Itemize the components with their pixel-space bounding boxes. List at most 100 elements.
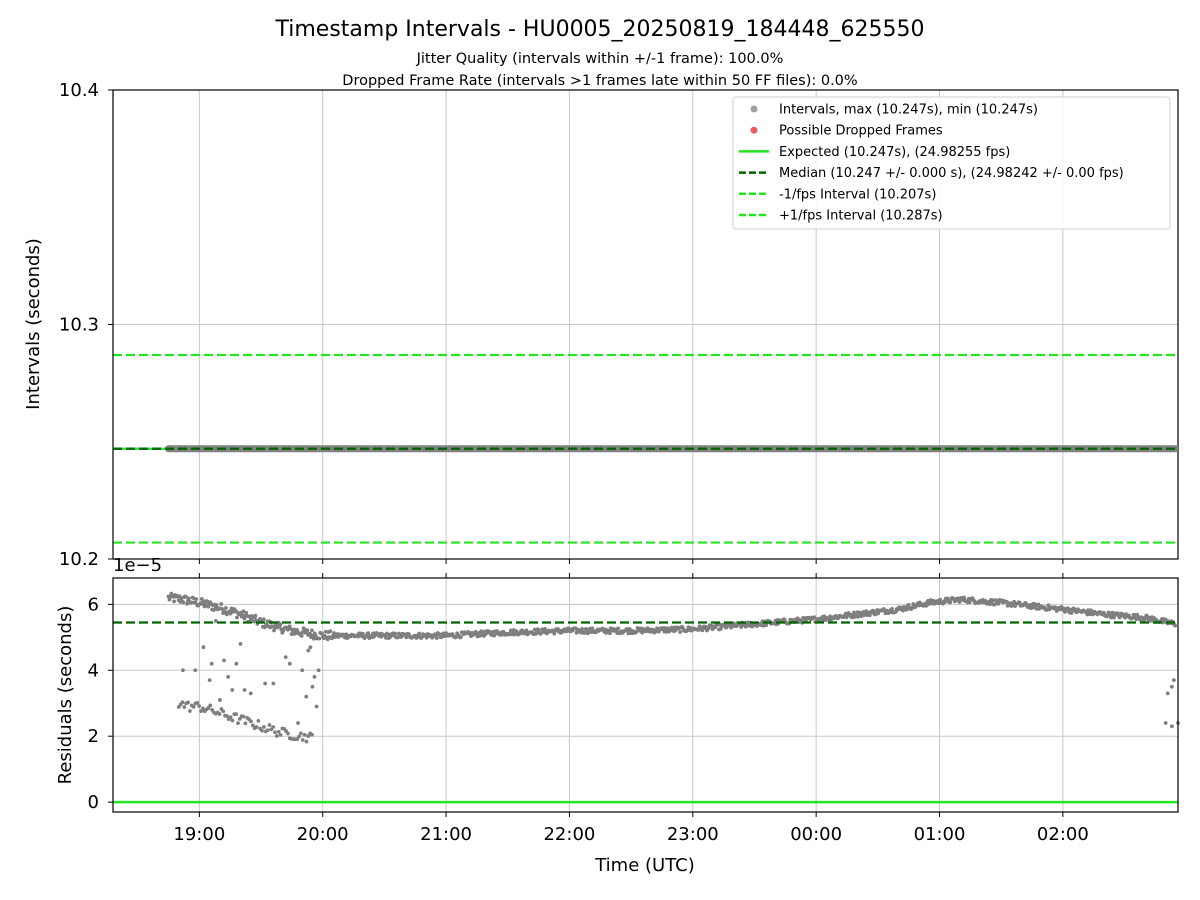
residual-outlier-32 [1171,678,1176,683]
residual-point-lower [310,732,314,737]
residual-point [1086,608,1091,613]
residual-point [205,599,210,604]
residual-point [512,632,517,637]
residual-outlier-22 [300,668,305,673]
residual-point [396,635,400,640]
residual-outlier-17 [275,625,280,630]
residual-point-lower [249,719,253,724]
residual-point [393,631,398,636]
residual-point [194,597,199,602]
residual-point-lower [295,737,300,742]
bottom-y-offset-label: 1e−5 [113,555,162,576]
residual-outlier-16 [271,681,276,686]
top-ytick-label-1: 10.3 [59,315,99,336]
residual-point-lower [217,712,222,716]
legend-label-2: Expected (10.247s), (24.98255 fps) [779,145,1010,160]
residual-point-lower [273,730,277,735]
residual-outlier-31 [1169,684,1174,689]
residual-point-lower [276,729,281,734]
residual-outlier-19 [287,661,292,666]
residual-outlier-24 [306,648,311,653]
residual-outlier-3 [207,678,212,683]
residual-point-lower [191,705,196,709]
top-x-ticks [198,559,1064,564]
residual-point [320,631,324,636]
residual-outlier-23 [304,694,309,699]
bottom-xtick-label-2: 21:00 [420,824,472,845]
residual-point [862,613,867,618]
residual-point [278,622,283,627]
residual-point-lower [304,739,309,744]
top-y-ticks: 10.2 10.3 10.4 [59,80,113,570]
residual-point [948,600,953,605]
bottom-ytick-label-2: 4 [88,660,99,681]
residual-point [360,631,365,636]
residual-point [718,626,723,631]
bottom-gridlines [113,578,1178,812]
residual-point [1161,620,1165,625]
residual-point [317,636,322,641]
residual-point-lower [302,732,307,737]
residual-point [938,597,943,602]
residual-point [580,627,584,631]
residual-point-lower [250,723,255,728]
residual-outlier-15 [263,681,268,686]
top-interval-points [113,445,1178,453]
residual-point [957,600,962,604]
residual-outlier-25 [308,645,313,650]
bottom-y-axis-label: Residuals (seconds) [55,606,76,785]
residual-point [295,627,300,632]
residual-point-lower [241,714,246,719]
residual-point [852,610,856,615]
residual-point-lower [297,734,301,739]
residual-point-lower [234,712,239,717]
residual-point-lower [271,725,276,729]
residual-point [193,600,198,605]
residual-outlier-34 [1169,724,1174,729]
bottom-axes-frame [112,577,1179,813]
bottom-xtick-label-3: 22:00 [543,824,595,845]
residual-point [214,603,219,607]
residual-point-lower [225,714,229,718]
residual-outlier-4 [209,661,214,666]
residual-point-lower [262,725,266,729]
residual-point [311,636,316,641]
residual-point [241,609,246,614]
residual-point-lower [180,700,185,705]
residual-point [583,627,588,631]
residual-point [235,615,239,620]
legend-label-5: +1/fps Interval (10.287s) [779,209,943,224]
residual-point [404,635,409,640]
residual-point [417,631,422,636]
legend-label-3: Median (10.247 +/- 0.000 s), (24.98242 +… [779,166,1124,181]
residual-point-lower [197,704,202,708]
bottom-xtick-label-5: 00:00 [790,824,842,845]
residual-point [1112,615,1116,620]
residual-point [186,596,191,601]
residual-point-lower [221,709,226,714]
residual-point-lower [256,718,261,723]
residual-point-lower [237,717,242,721]
residual-point [261,617,266,622]
residual-point-lower [243,721,248,726]
residual-point [945,596,950,601]
residual-point [476,631,481,635]
residual-point [1173,623,1178,628]
residual-point [962,595,967,600]
residual-point [664,629,669,634]
bottom-x-axis-label: Time (UTC) [594,855,695,876]
top-ytick-label-0: 10.2 [59,549,99,570]
residual-point [1062,606,1066,611]
residual-point [384,635,388,640]
bottom-residual-points [113,591,1180,744]
residual-point [990,598,995,603]
bottom-ytick-label-0: 0 [88,792,99,813]
residual-point [223,606,228,610]
residual-point-lower [254,725,259,729]
residual-point [328,629,333,634]
residual-point [1034,606,1039,611]
residual-point-lower [230,718,235,723]
residual-point [1030,605,1035,610]
bottom-panel: 0 2 4 6 19:00 20:00 21:00 22:00 23:00 00:00 01:00… [55,555,1180,876]
